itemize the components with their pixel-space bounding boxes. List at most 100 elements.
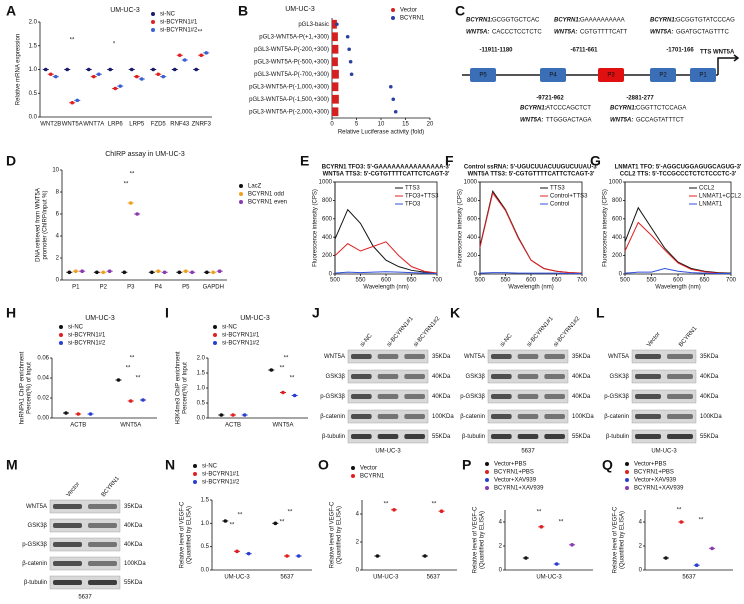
row-label: WNT5A	[608, 354, 629, 360]
y-tick-label: 10	[52, 168, 59, 174]
y-tick-label: 0.0	[29, 115, 38, 121]
band	[491, 394, 512, 399]
band	[377, 374, 399, 379]
data-point	[88, 412, 93, 416]
blot-strip	[631, 349, 697, 364]
data-point	[219, 413, 224, 417]
data-point	[392, 508, 396, 512]
y-axis-label: H3K4me3 ChIP enrichment	[176, 351, 182, 424]
y-axis-label: Percent(%) of Input	[183, 362, 189, 414]
y-tick-label: 1.0	[29, 67, 38, 73]
band	[544, 394, 565, 399]
lane-label: si-NC	[499, 332, 514, 348]
data-point	[70, 100, 75, 105]
kda-label: 100KDa	[572, 414, 594, 420]
significance: **	[699, 518, 704, 524]
band	[53, 580, 82, 585]
y-tick-label: 0	[329, 272, 333, 278]
data-point	[679, 520, 684, 524]
site-position: -6711-661	[570, 48, 598, 54]
x-tick-label: P5	[182, 285, 190, 291]
lane-label: si-BCYRN1#2	[553, 315, 582, 348]
y-axis-label: hnRNPA1 ChIP enrichment	[20, 351, 26, 424]
data-point	[194, 67, 199, 72]
data-point	[246, 551, 251, 556]
spectrum-line	[334, 241, 438, 274]
x-tick-label: 10	[378, 122, 385, 128]
x-tick-label: 550	[500, 278, 511, 284]
significance: **	[230, 523, 235, 529]
data-point	[182, 58, 187, 62]
x-tick-label: 650	[551, 278, 562, 284]
dna-seq: TTGGGACTAGA	[546, 118, 592, 124]
kda-label: 40KDa	[572, 394, 591, 400]
x-tick-label: 650	[699, 278, 710, 284]
y-axis-label: Relative level of VEGF-C	[613, 506, 619, 573]
row-label: β-catenin	[460, 414, 485, 420]
y-tick-label: 400	[612, 235, 623, 241]
panel-title: ChIRP assay in UM-UC-3	[105, 151, 185, 158]
legend-swatch	[625, 462, 629, 466]
x-tick-label: 5637	[427, 575, 441, 581]
band	[667, 434, 693, 439]
significance: **	[284, 356, 289, 362]
x-axis-label: Relative Luciferase activity (fold)	[338, 130, 424, 136]
x-tick-label: 550	[646, 278, 657, 284]
promoter-box	[470, 68, 496, 82]
legend-label: si-NC	[160, 12, 176, 18]
legend-label: Vector	[400, 8, 417, 14]
y-axis-label: Relative mRNA expression	[16, 34, 22, 105]
band	[351, 394, 372, 399]
y-tick-label: 0	[639, 568, 643, 574]
row-label: GSK3β	[466, 374, 486, 380]
row-label: p-GSK3β	[320, 394, 345, 400]
panel-letter: G	[590, 153, 601, 169]
dna-label: WNT5A:	[554, 30, 577, 36]
data-point	[53, 74, 58, 79]
data-point	[204, 51, 209, 55]
panel-title: LNMAT1 TFO: 5'-AGGCUGGAGUGCAGUG-3'	[615, 165, 742, 171]
x-tick-label: 700	[577, 278, 588, 284]
y-axis-label: (Quantified by ELISA)	[480, 511, 486, 569]
data-point	[183, 269, 188, 274]
panel-letter: F	[445, 153, 454, 169]
panel-letter: L	[596, 305, 605, 321]
x-tick-label: 600	[526, 278, 537, 284]
legend-swatch	[213, 333, 217, 337]
y-tick-label: 6	[56, 212, 60, 218]
panel-letter: P	[462, 457, 471, 473]
data-point	[393, 109, 398, 114]
data-point	[296, 554, 301, 558]
band	[667, 374, 693, 379]
legend-label: LNMAT1	[699, 202, 723, 208]
legend-swatch	[625, 478, 629, 482]
band	[491, 374, 512, 379]
bar	[332, 107, 339, 117]
legend-swatch	[213, 325, 217, 329]
x-tick-label: UM-UC-3	[224, 575, 250, 581]
band	[404, 434, 425, 439]
bar	[332, 69, 339, 79]
y-tick-label: 2	[56, 256, 60, 262]
data-point	[76, 412, 81, 416]
spectrum-line	[334, 208, 438, 274]
data-point	[95, 270, 99, 275]
legend-label: CCL2	[699, 186, 715, 192]
x-tick-label: WNT5A	[120, 423, 141, 429]
legend-label: TTS3	[405, 186, 420, 192]
panel-title: WNT5A TTS3: 5'-CGTGTTTTCATTCTCAGT-3'	[468, 172, 595, 178]
promoter-label: P3	[607, 73, 615, 79]
data-point	[664, 556, 668, 560]
kda-label: 35KDa	[700, 354, 719, 360]
y-tick-label: 0.5	[197, 401, 206, 407]
rna-seq: GCGGTGCTCAC	[492, 18, 540, 24]
bar	[332, 44, 339, 54]
band	[88, 580, 117, 585]
x-tick-label: 500	[475, 278, 486, 284]
legend-label: si-BCYRN1#2	[222, 341, 260, 347]
row-label: p-GSK3β	[604, 394, 629, 400]
x-axis-label: Wavelength (nm)	[363, 285, 408, 291]
data-point	[231, 413, 235, 417]
row-label: β-catenin	[604, 414, 629, 420]
